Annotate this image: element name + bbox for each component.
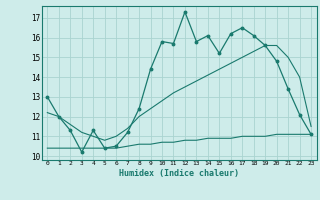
X-axis label: Humidex (Indice chaleur): Humidex (Indice chaleur) <box>119 169 239 178</box>
